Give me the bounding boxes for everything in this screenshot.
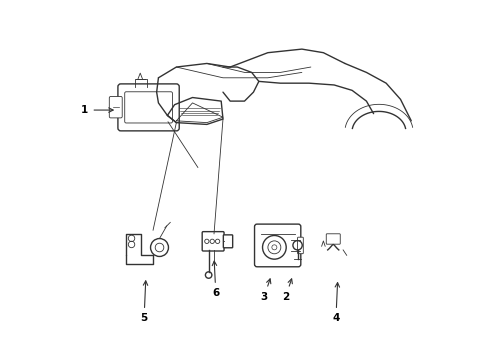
Text: 1: 1: [81, 105, 113, 115]
Text: 3: 3: [260, 279, 270, 302]
FancyBboxPatch shape: [118, 84, 179, 131]
FancyBboxPatch shape: [223, 235, 232, 248]
FancyBboxPatch shape: [124, 92, 172, 123]
Text: 4: 4: [331, 283, 339, 323]
Text: 5: 5: [140, 281, 147, 323]
FancyBboxPatch shape: [325, 234, 340, 244]
FancyBboxPatch shape: [297, 237, 303, 254]
Text: 2: 2: [282, 279, 292, 302]
FancyBboxPatch shape: [109, 96, 122, 118]
FancyBboxPatch shape: [202, 231, 224, 251]
Text: 6: 6: [212, 261, 219, 298]
FancyBboxPatch shape: [254, 224, 300, 267]
